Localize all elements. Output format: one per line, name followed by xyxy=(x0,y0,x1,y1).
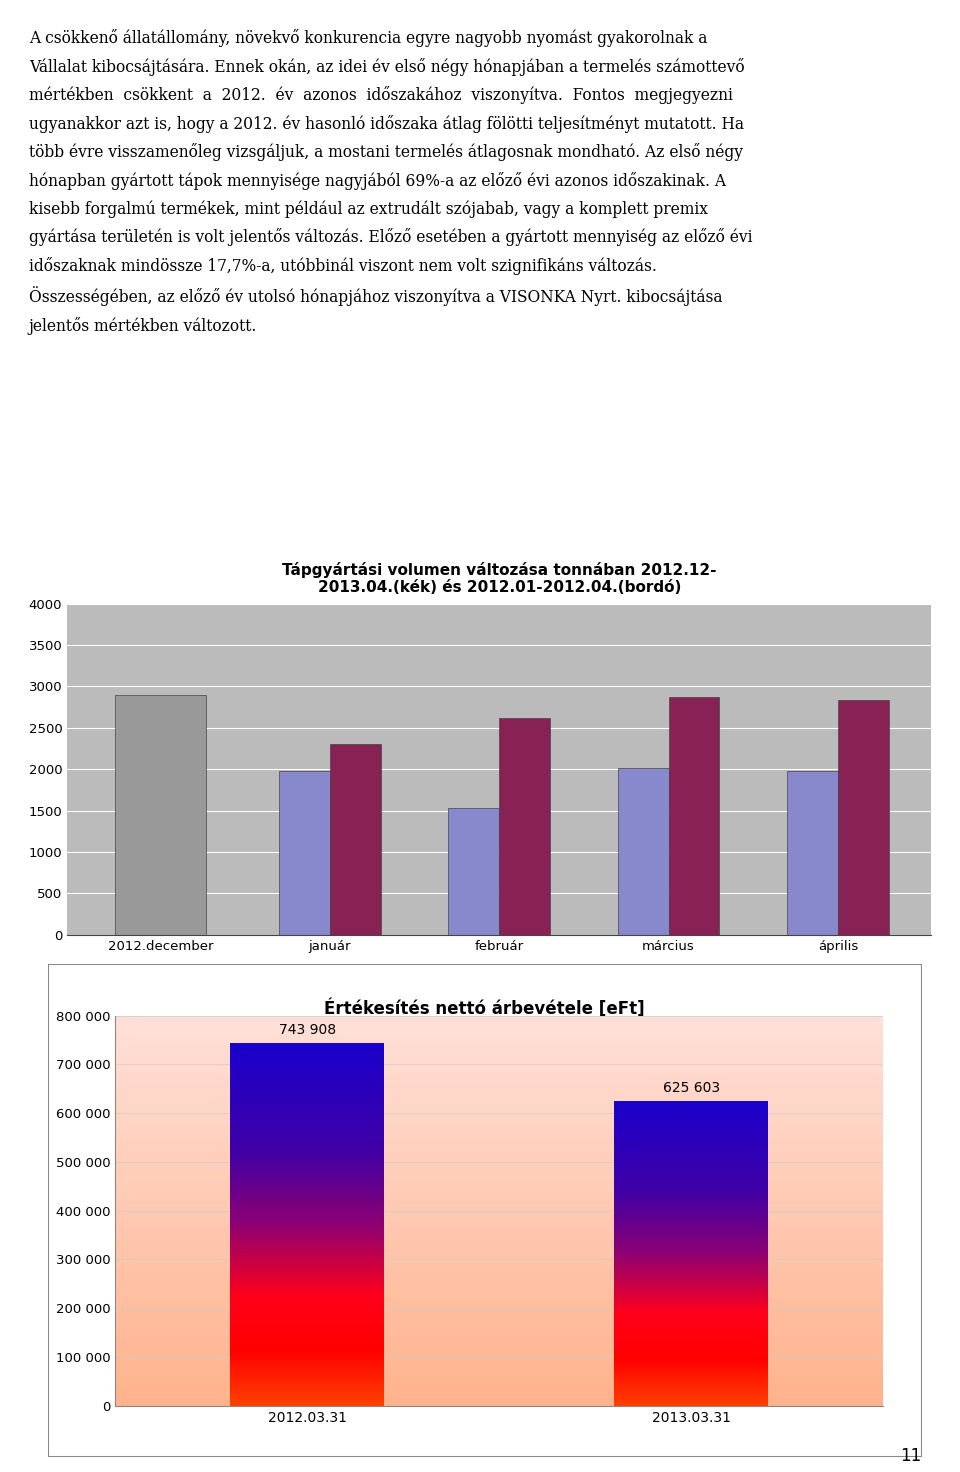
Text: A csökkenő állatállomány, növekvő konkurencia egyre nagyobb nyomást gyakorolnak : A csökkenő állatállomány, növekvő konkur… xyxy=(29,29,753,336)
Title: Tápgyártási volumen változása tonnában 2012.12-
2013.04.(kék) és 2012.01-2012.04: Tápgyártási volumen változása tonnában 2… xyxy=(282,562,716,595)
Bar xyxy=(115,1123,883,1133)
Bar xyxy=(787,771,838,935)
Bar xyxy=(115,1133,883,1142)
Bar xyxy=(115,1172,883,1182)
Text: 11: 11 xyxy=(900,1447,922,1465)
Bar xyxy=(115,1161,883,1172)
Bar xyxy=(668,698,719,935)
Bar xyxy=(499,718,550,935)
Bar xyxy=(115,1016,883,1026)
Bar xyxy=(115,1357,883,1366)
Bar xyxy=(115,1045,883,1054)
Bar xyxy=(115,1317,883,1328)
Bar xyxy=(115,1104,883,1113)
Bar xyxy=(115,1142,883,1153)
Bar xyxy=(115,1328,883,1338)
Bar xyxy=(279,771,330,935)
Bar xyxy=(115,1269,883,1279)
Legend: aktuális időszak, előző évi azonos: aktuális időszak, előző évi azonos xyxy=(342,1030,657,1054)
Bar xyxy=(115,1064,883,1075)
Bar xyxy=(115,1260,883,1269)
Bar xyxy=(115,1153,883,1161)
Text: 743 908: 743 908 xyxy=(278,1023,336,1038)
Bar xyxy=(114,695,206,935)
Bar xyxy=(115,1191,883,1201)
Bar xyxy=(448,808,499,935)
Bar xyxy=(115,1279,883,1289)
Bar xyxy=(330,745,380,935)
Bar xyxy=(115,1387,883,1395)
Bar xyxy=(115,1201,883,1210)
Bar xyxy=(115,1250,883,1260)
Bar xyxy=(115,1289,883,1298)
Text: 625 603: 625 603 xyxy=(662,1080,720,1095)
Bar xyxy=(115,1395,883,1406)
Bar xyxy=(115,1210,883,1220)
Bar xyxy=(115,1376,883,1387)
Bar xyxy=(115,1347,883,1357)
Bar xyxy=(115,1298,883,1309)
Bar xyxy=(618,768,668,935)
Bar xyxy=(115,1231,883,1239)
Bar xyxy=(115,1075,883,1083)
Text: Értékesítés nettó árbevétele [eFt]: Értékesítés nettó árbevétele [eFt] xyxy=(324,998,645,1017)
Bar xyxy=(838,699,889,935)
Bar xyxy=(115,1338,883,1347)
Bar xyxy=(115,1309,883,1317)
Bar xyxy=(115,1035,883,1045)
Bar xyxy=(115,1094,883,1104)
Bar xyxy=(115,1083,883,1094)
Bar xyxy=(115,1182,883,1191)
Bar xyxy=(115,1054,883,1064)
Bar xyxy=(115,1239,883,1250)
Bar xyxy=(115,1366,883,1376)
Bar xyxy=(115,1113,883,1123)
Bar xyxy=(115,1026,883,1035)
Bar xyxy=(115,1220,883,1231)
